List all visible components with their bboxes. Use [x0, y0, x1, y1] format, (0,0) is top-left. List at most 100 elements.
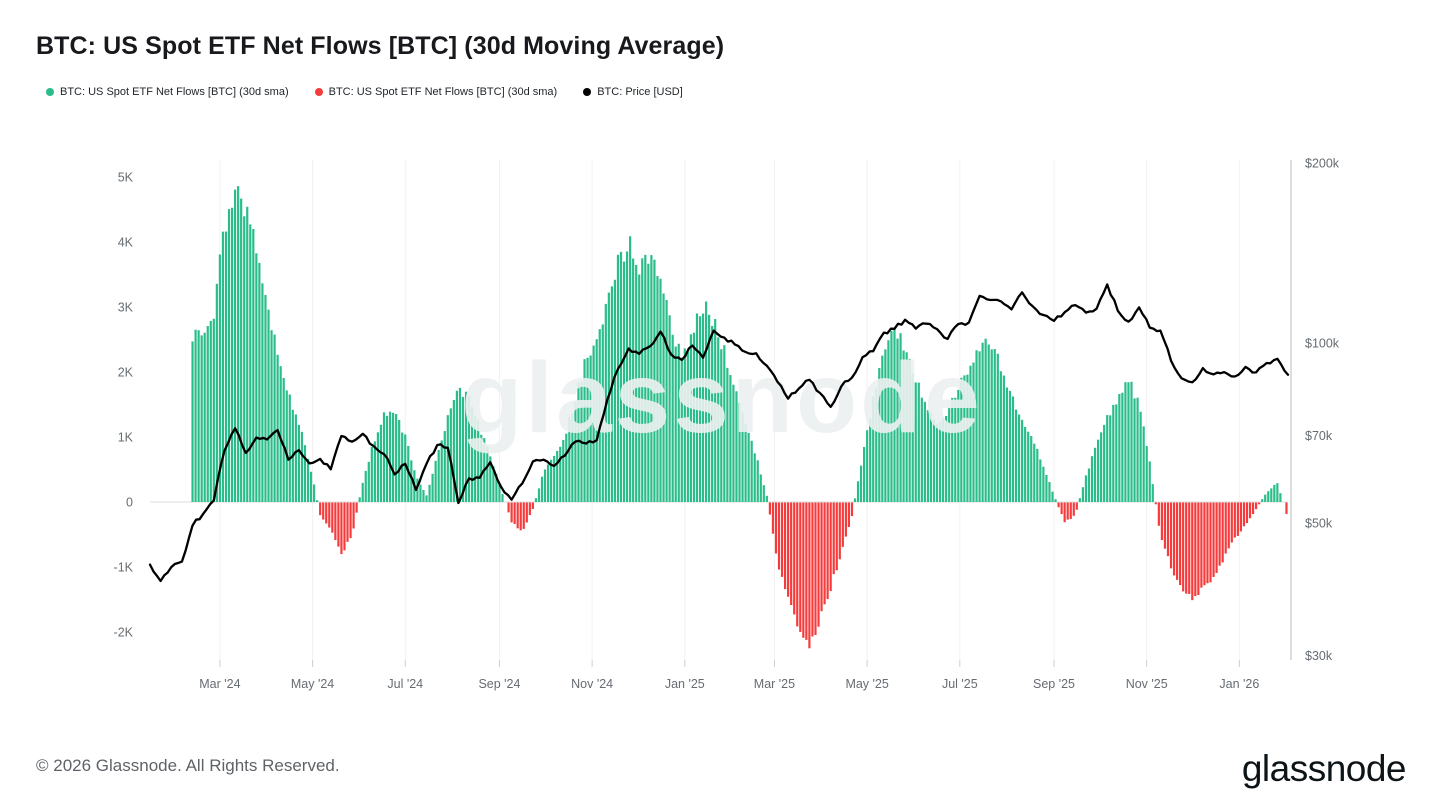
flow-bar-positive [230, 207, 234, 503]
flow-bar-positive [252, 229, 255, 502]
flow-bar-positive [498, 483, 501, 502]
flow-bar-positive [194, 329, 197, 502]
x-axis-label: Nov '24 [571, 677, 613, 691]
flow-bar-positive [951, 397, 954, 502]
flow-bar-positive [969, 365, 972, 502]
flow-bar-negative [1258, 502, 1261, 505]
flow-bar-positive [911, 373, 914, 502]
flow-bar-positive [203, 332, 206, 502]
flow-bar-positive [960, 377, 963, 502]
flow-bar-positive [388, 411, 392, 502]
flow-bar-positive [1133, 398, 1136, 502]
flow-bar-negative [1251, 502, 1255, 514]
flow-bar-positive [1011, 396, 1015, 502]
flow-bar-negative [1154, 502, 1157, 505]
flow-bar-negative [1209, 502, 1212, 583]
flow-bar-positive [1087, 468, 1091, 502]
right-axis-label: $70k [1305, 429, 1333, 443]
flow-bar-positive [440, 440, 443, 502]
flow-bar-negative [1233, 502, 1236, 538]
flow-bar-positive [206, 326, 209, 502]
legend-item-price[interactable]: BTC: Price [USD] [583, 86, 683, 98]
flow-bar-positive [382, 412, 386, 502]
flow-bar-positive [966, 374, 969, 502]
legend-item-netflows-red[interactable]: BTC: US Spot ETF Net Flows [BTC] (30d sm… [314, 86, 558, 98]
flow-bar-negative [790, 502, 793, 606]
flow-bar-positive [765, 495, 768, 502]
flow-bar-negative [352, 502, 355, 529]
left-axis-label: 5K [118, 171, 134, 185]
watermark: glassnode [461, 342, 983, 454]
flow-bar-positive [917, 382, 920, 502]
flow-bar-positive [191, 341, 194, 502]
flow-bar-positive [1136, 397, 1139, 502]
flow-bar-negative [1206, 502, 1209, 584]
flow-bar-negative [793, 502, 796, 615]
flow-bar-negative [1069, 502, 1072, 520]
flow-bar-positive [495, 474, 498, 502]
copyright-text: © 2026 Glassnode. All Rights Reserved. [36, 756, 340, 775]
flow-bar-negative [334, 502, 337, 541]
flow-bar-positive [1024, 426, 1027, 502]
flow-bar-positive [437, 449, 440, 502]
flow-bar-positive [455, 390, 459, 502]
flow-bar-positive [1115, 404, 1118, 502]
right-axis-label: $30k [1305, 649, 1333, 663]
legend-label-netflows-red: BTC: US Spot ETF Net Flows [BTC] (30d sm… [328, 86, 558, 98]
flow-bar-negative [1063, 502, 1066, 523]
flow-bar-negative [1191, 502, 1194, 601]
flow-bar-negative [838, 502, 841, 560]
flow-bar-negative [525, 502, 528, 523]
flow-bar-positive [887, 340, 890, 502]
flow-bar-positive [704, 301, 708, 502]
flow-bar-positive [398, 419, 401, 502]
flow-bar-positive [571, 413, 574, 502]
flow-bar-negative [1157, 502, 1160, 526]
flow-bar-positive [735, 391, 738, 502]
flow-bar-positive [981, 342, 984, 502]
flow-bar-positive [212, 318, 215, 502]
flow-bar-positive [732, 384, 735, 502]
flow-bar-negative [844, 502, 847, 537]
flow-bar-positive [1270, 488, 1273, 502]
flow-bar-positive [963, 375, 966, 502]
flow-bar-negative [1212, 502, 1215, 577]
flow-bar-positive [1033, 443, 1036, 502]
flow-bar-negative [814, 502, 817, 635]
flow-bar-negative [850, 502, 854, 517]
flow-bar-positive [1145, 446, 1148, 502]
flow-bar-positive [285, 390, 288, 502]
price-line-group [148, 283, 1290, 583]
flow-bar-negative [799, 502, 802, 632]
flow-bar-negative [1239, 502, 1242, 532]
flow-bar-positive [899, 333, 902, 502]
flow-bar-negative [1072, 502, 1075, 516]
flow-bar-negative [1160, 502, 1163, 541]
flow-bar-positive [932, 418, 936, 502]
left-axis-label: 1K [118, 431, 134, 445]
flow-bar-positive [297, 424, 300, 502]
flow-bar-negative [1163, 502, 1167, 549]
x-axis-label: Jul '24 [387, 677, 423, 691]
flow-bar-positive [957, 389, 960, 502]
flow-bar-positive [759, 474, 762, 502]
flow-bar-positive [218, 254, 221, 502]
flow-bar-negative [1197, 502, 1200, 595]
flow-bar-positive [294, 414, 297, 502]
flow-bar-positive [237, 186, 240, 502]
legend-item-netflows-green[interactable]: BTC: US Spot ETF Net Flows [BTC] (30d sm… [46, 86, 289, 98]
flow-bar-positive [197, 330, 200, 502]
x-axis-label: Jul '25 [942, 677, 978, 691]
flow-bar-positive [701, 313, 705, 502]
flow-bar-negative [1185, 502, 1188, 594]
flow-bar-positive [753, 453, 756, 502]
flow-bar-positive [300, 431, 304, 502]
flow-bar-positive [279, 366, 282, 502]
flow-bar-positive [1279, 493, 1282, 502]
flow-bar-positive [890, 330, 893, 502]
flow-bar-positive [641, 258, 644, 502]
flow-bar-positive [489, 456, 492, 502]
flow-bar-negative [802, 502, 805, 638]
flow-bar-positive [698, 316, 702, 502]
